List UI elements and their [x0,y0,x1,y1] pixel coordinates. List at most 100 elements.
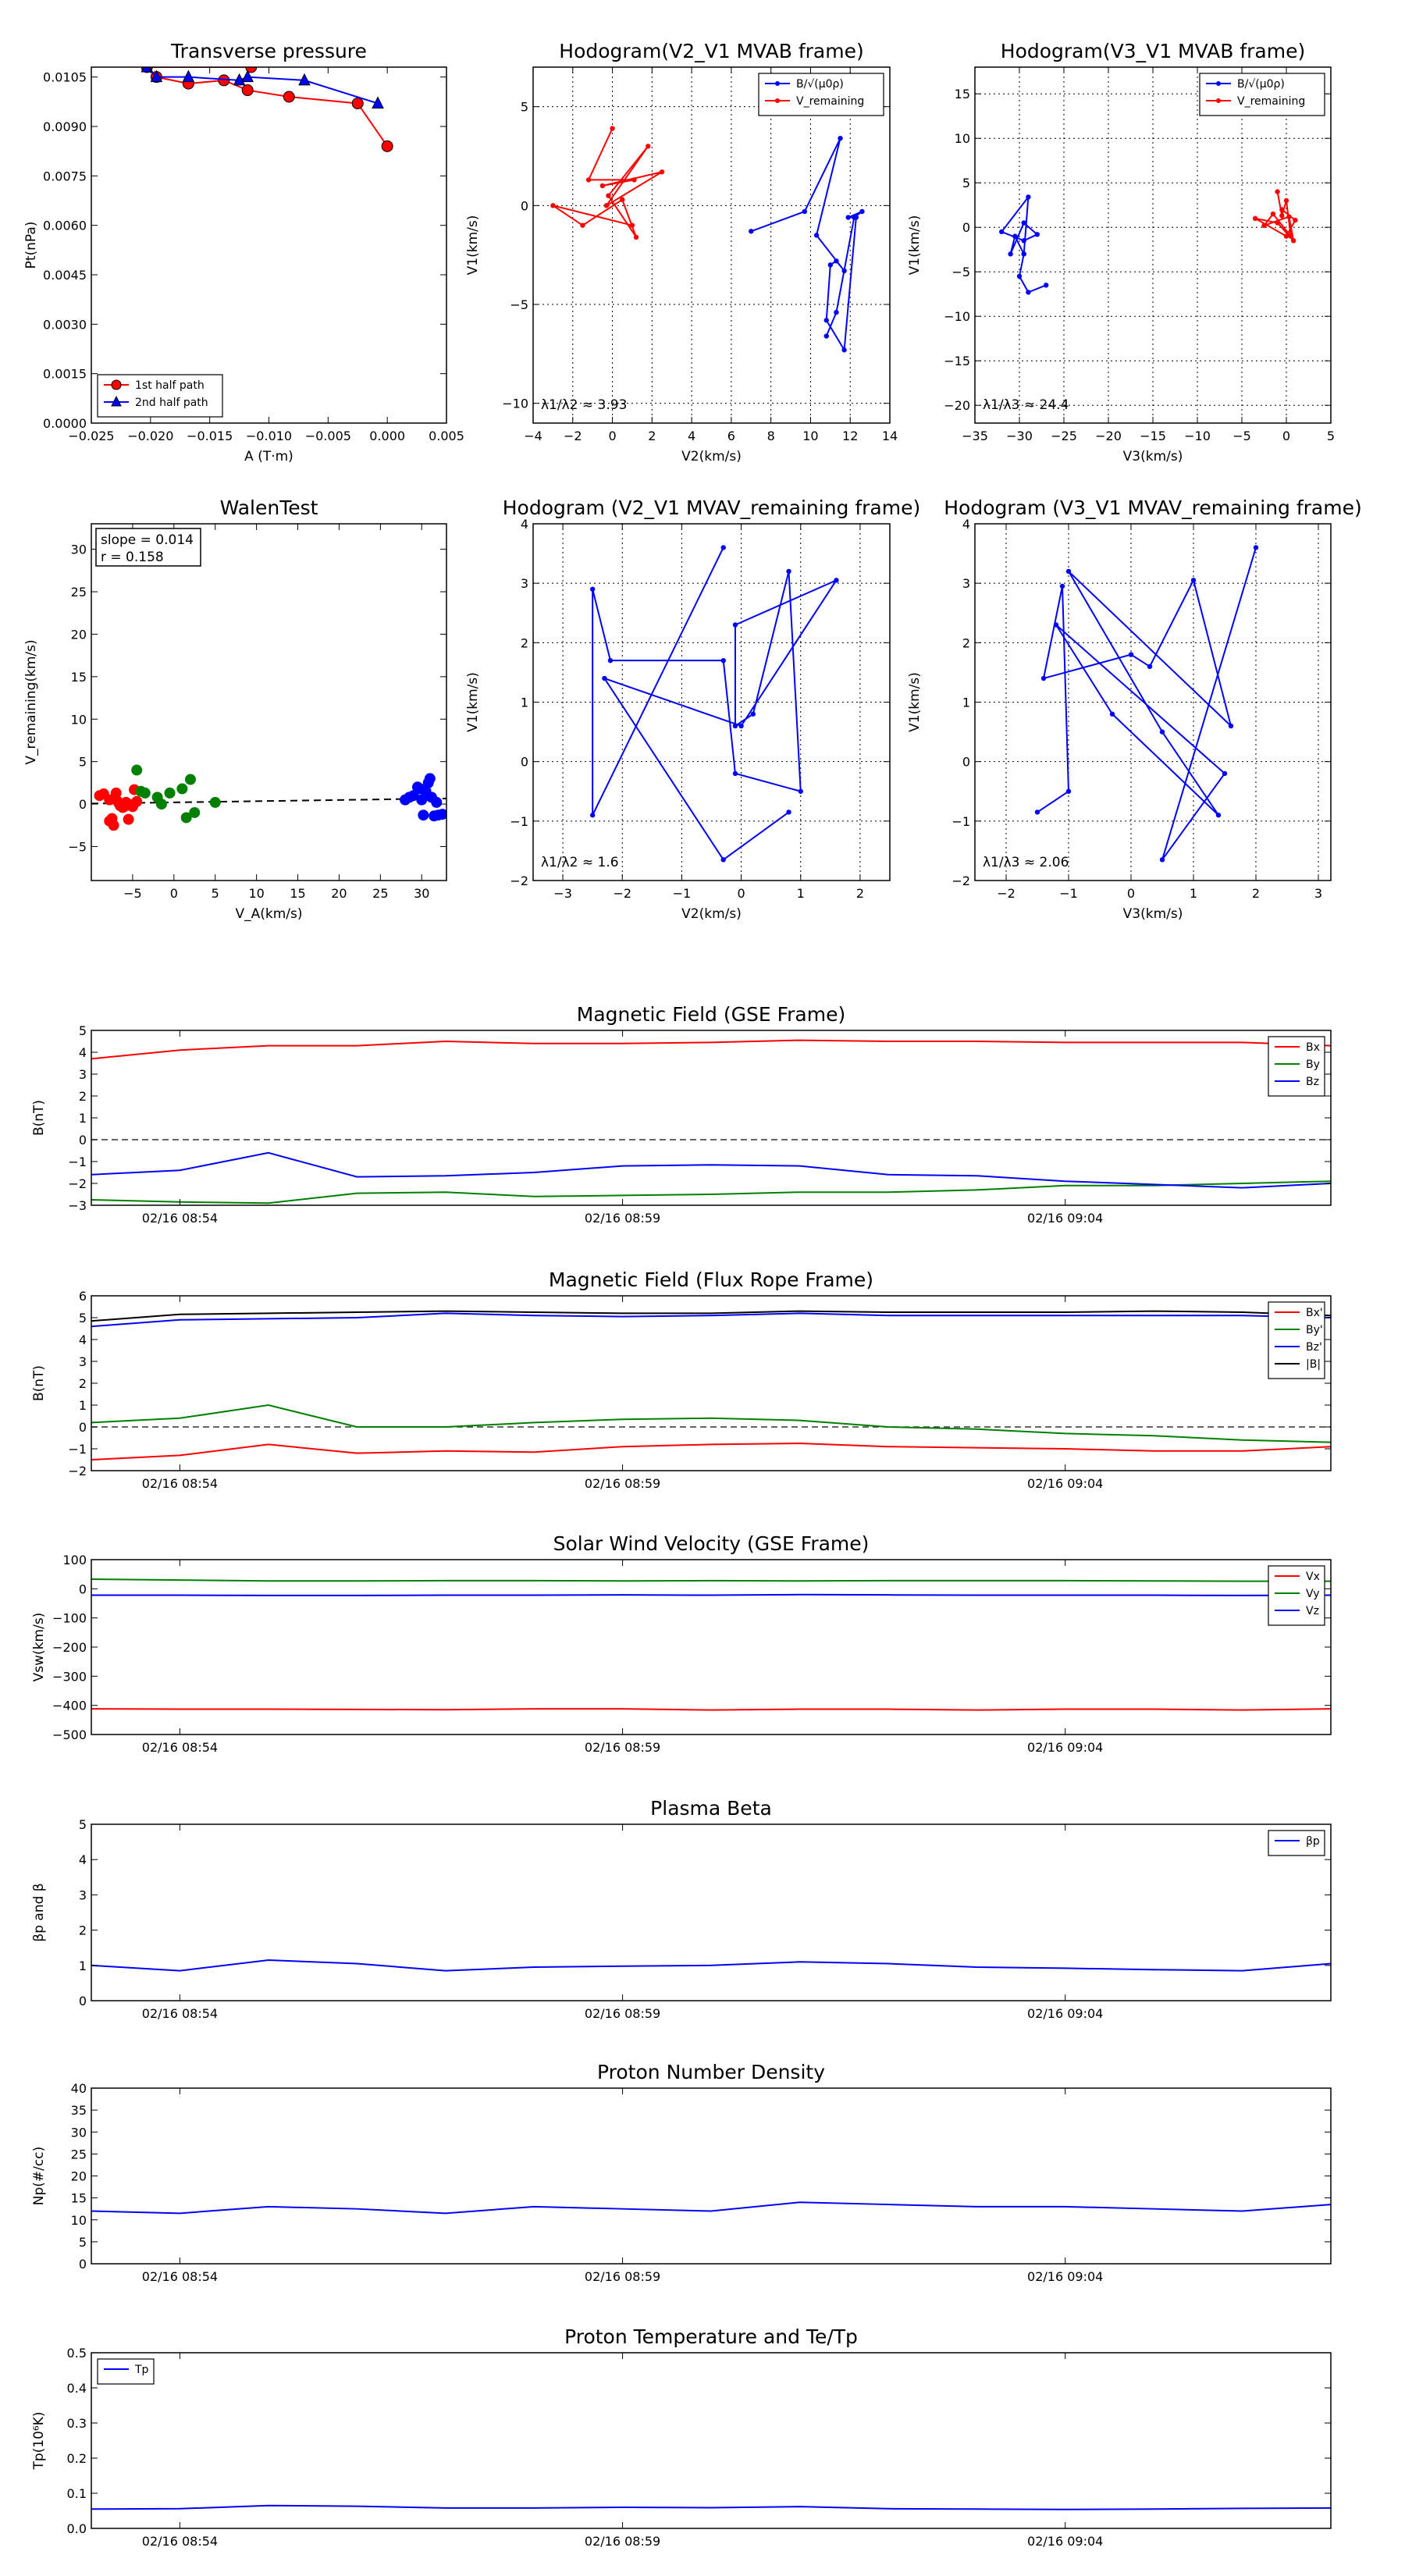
x-tick-label: −0.015 [187,429,233,443]
series-line-Vz [91,1593,1331,1596]
data-point [786,568,791,575]
y-tick-label: −1 [951,814,970,829]
x-axis-label: V3(km/s) [1123,906,1183,922]
chart-magnetic-field-gse: Magnetic Field (GSE Frame) 02/16 08:54 02/… [31,1003,1332,1226]
series-line-Bz [91,1151,1331,1189]
legend-label: V_remaining [1237,95,1305,108]
plot-area [550,126,865,353]
x-tick-label: −20 [1095,429,1122,443]
stats-box [95,528,201,567]
data-point [436,809,446,820]
y-tick-label: 0 [79,797,87,812]
data-point [631,177,637,183]
data-point [1288,233,1293,239]
data-point [580,222,585,228]
chart-magnetic-field-flux-rope: Magnetic Field (Flux Rope Frame) 02/16 08… [31,1268,1332,1491]
legend-label: βp [1306,1835,1320,1848]
data-point [189,806,201,818]
legend-box [97,2358,155,2385]
series-line-Bz' [91,1312,1331,1328]
data-point [106,813,118,824]
plot-frame [91,66,447,424]
data-point [599,183,606,189]
data-point [841,347,847,353]
x-tick-label: −30 [1006,429,1033,443]
y-tick-label: −300 [52,1669,87,1684]
y-tick-label: −5 [68,839,87,854]
legend-marker [775,81,780,86]
legend-marker [111,379,122,390]
data-point [1065,788,1072,794]
x-tick-label: −2 [613,886,631,901]
data-point [283,91,295,103]
plot-frame [91,2352,1332,2529]
y-tick-label: 0 [79,1582,87,1596]
y-tick-label: −2 [68,1176,87,1191]
x-tick-label: −25 [1051,429,1077,443]
series-line-B [592,547,839,861]
legend-label: Vy [1306,1588,1320,1600]
legend-label: B/√(μ0ρ) [796,78,844,91]
data-point [1034,809,1040,815]
series-line-Bx' [91,1442,1331,1461]
y-tick-label: 30 [71,2125,87,2140]
data-point [241,84,254,97]
legend-label: 1st half path [135,379,205,392]
data-point [1252,215,1258,221]
x-tick-label: 1 [1190,886,1197,901]
x-tick-label: 02/16 09:04 [1027,1211,1103,1226]
y-tick-label: 1 [79,1959,87,1973]
x-tick-label: −15 [1140,429,1166,443]
y-tick-label: 0.0 [67,2521,87,2536]
data-point [720,545,726,550]
data-point [1279,213,1285,219]
x-tick-label: −2 [564,429,582,443]
legend-label: |B| [1306,1358,1321,1371]
x-tick-label: −1 [1059,886,1078,901]
y-tick-label: 0 [79,1133,87,1147]
chart-title: Plasma Beta [650,1797,772,1820]
y-tick-label: 1 [962,696,970,710]
data-point [1147,664,1153,669]
y-tick-label: −10 [502,397,528,411]
chart-title: WalenTest [220,496,318,519]
data-point [1290,238,1297,244]
y-tick-label: 1 [521,696,528,710]
data-point [421,790,432,802]
series-line-Bx [91,1039,1331,1060]
data-point [150,69,163,83]
chart-hodogram-v2-v1-mvav: Hodogram (V2_V1 MVAV_remaining frame) −3 −… [465,496,920,922]
data-point [131,795,143,807]
data-point [1275,189,1280,194]
data-point [1065,568,1072,575]
y-tick-label: 2 [962,635,970,650]
series-line-V_remaining [552,128,663,238]
series-line-Tp [91,2504,1331,2510]
y-axis-label: Tp(10⁶K) [31,2411,47,2470]
y-axis-label: B(nT) [31,1100,47,1136]
y-tick-label: 0.3 [67,2416,87,2431]
data-point [184,774,196,785]
data-point [1222,770,1228,777]
legend-label: Bx [1306,1041,1320,1054]
data-point [140,67,154,73]
x-tick-label: 02/16 09:04 [1027,2534,1103,2549]
chart-title: Magnetic Field (GSE Frame) [577,1003,845,1026]
x-tick-label: 20 [331,886,347,901]
x-tick-label: −35 [962,429,988,443]
plot-area [140,67,393,152]
eigenvalue-ratio: λ1/λ2 ≈ 3.93 [541,397,627,413]
data-point [834,258,839,264]
data-point [750,711,756,717]
y-axis-label: B(nT) [31,1365,47,1401]
x-tick-label: 2 [1252,886,1260,901]
y-tick-label: −1 [68,1155,87,1169]
data-point [1053,622,1059,628]
y-tick-label: 0.0060 [43,219,87,233]
y-tick-label: 2 [79,1089,87,1104]
plot-area [1034,545,1259,863]
chart-title: Hodogram (V2_V1 MVAV_remaining frame) [503,496,921,519]
plot-area [91,1039,1331,1204]
data-point [176,783,188,795]
x-tick-label: 8 [767,429,775,443]
